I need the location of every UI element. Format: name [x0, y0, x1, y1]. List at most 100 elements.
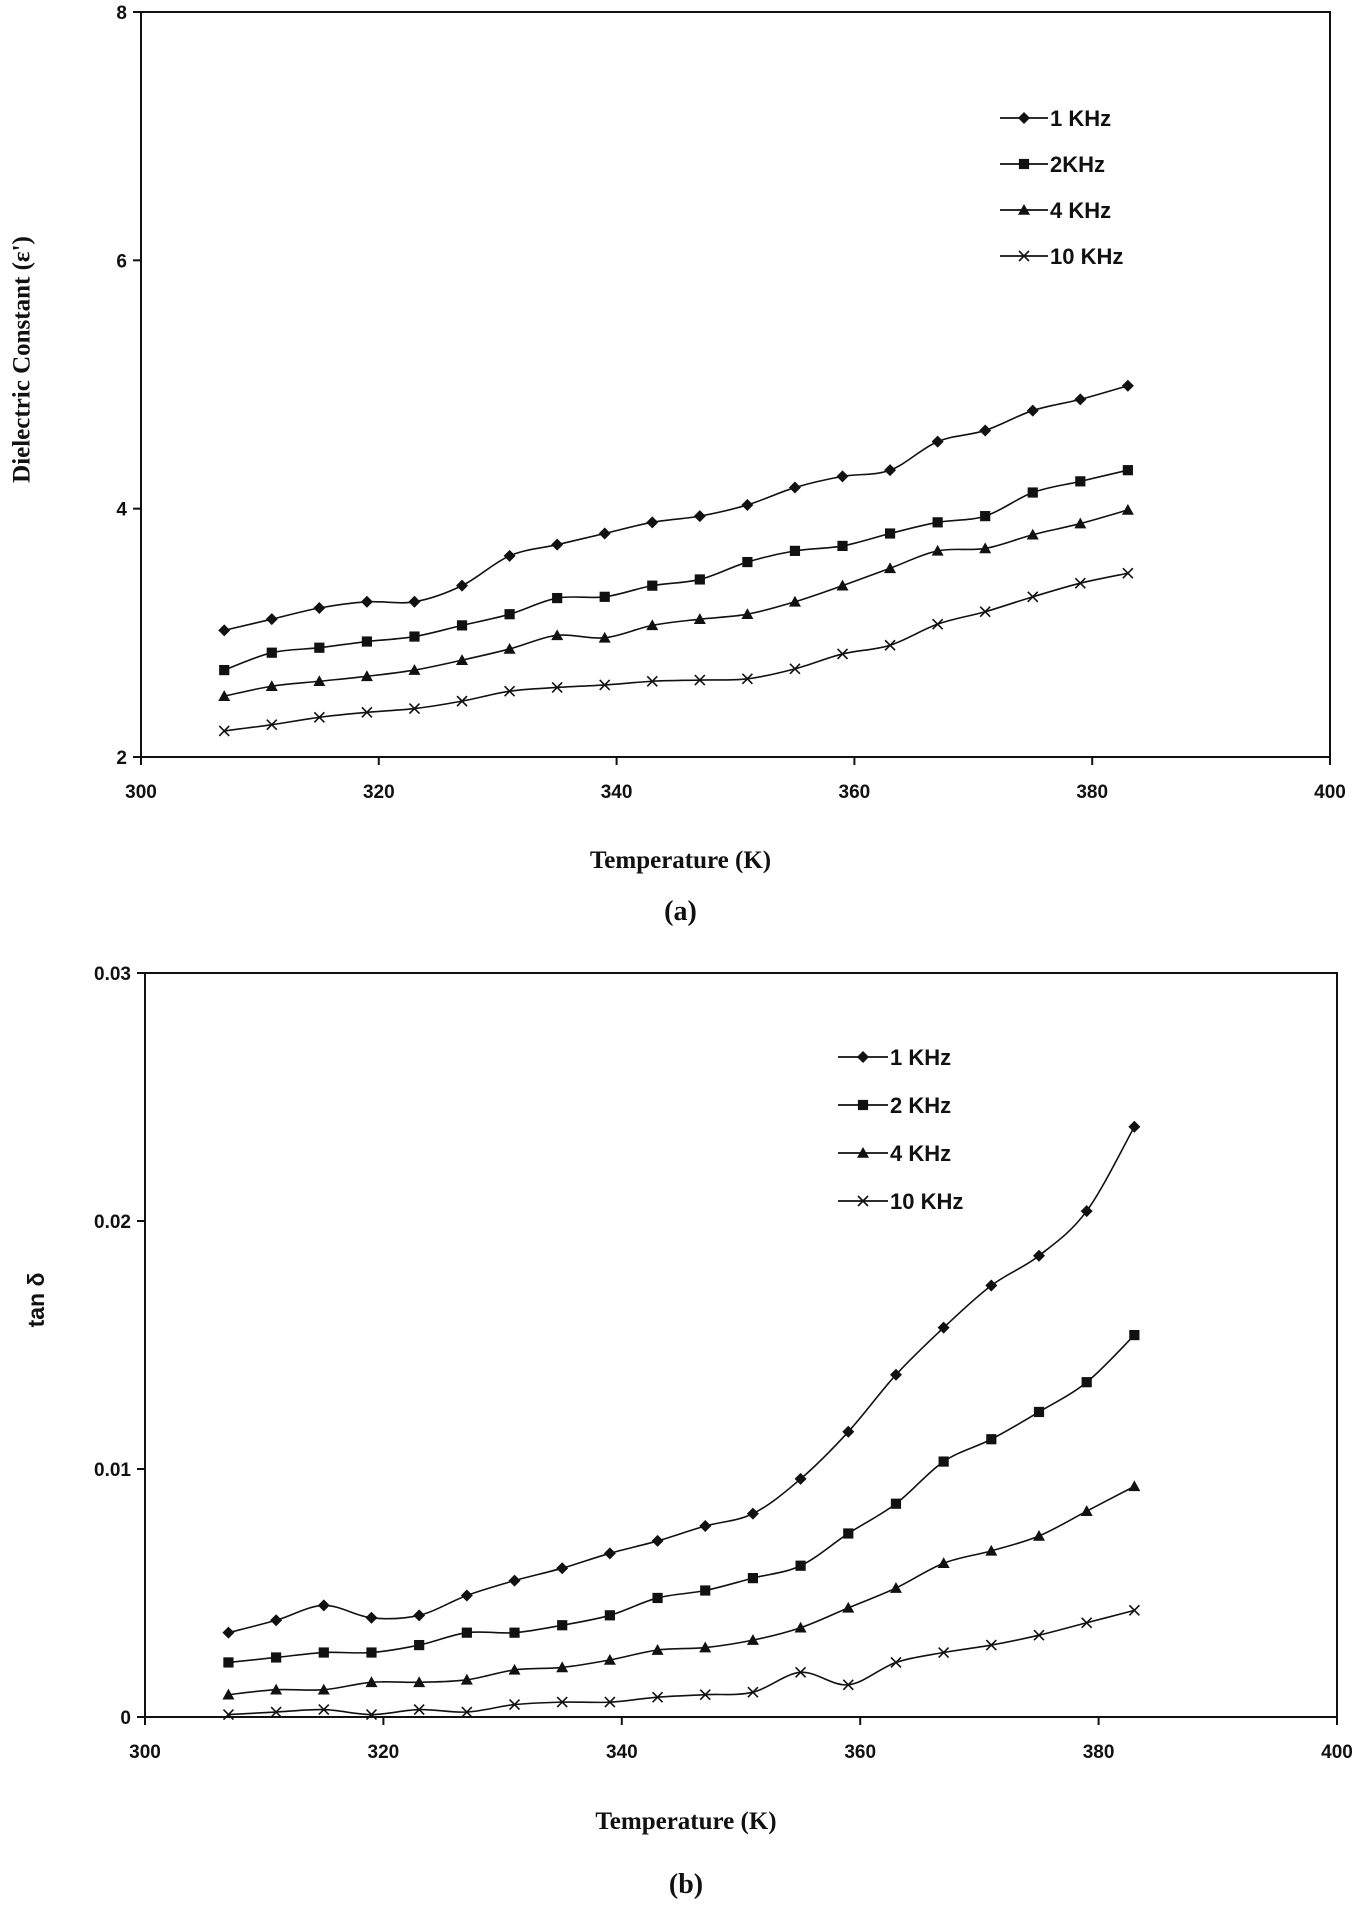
- data-point-marker: [1081, 1377, 1092, 1388]
- x-tick-label: 340: [606, 1742, 638, 1763]
- series-line: [228, 1334, 1135, 1664]
- data-point-marker: [504, 609, 515, 620]
- x-axis-title: Temperature (K): [590, 847, 771, 874]
- data-point-marker: [365, 1611, 378, 1624]
- data-point-marker: [1128, 1604, 1140, 1616]
- data-point-marker: [741, 498, 754, 511]
- data-point-marker: [693, 613, 706, 624]
- data-point-marker: [604, 1696, 616, 1708]
- data-point-marker: [699, 1641, 712, 1653]
- x-tick-label: 300: [129, 1742, 161, 1763]
- data-point-marker: [699, 1689, 711, 1701]
- data-point-marker: [1074, 577, 1086, 589]
- data-point-marker: [1129, 1329, 1140, 1341]
- y-tick-label: 2: [116, 748, 127, 769]
- data-point-marker: [313, 711, 325, 723]
- data-point-marker: [741, 608, 754, 620]
- data-point-marker: [842, 1425, 855, 1438]
- legend-marker: [857, 1051, 869, 1063]
- data-point-marker: [408, 664, 421, 675]
- data-point-marker: [1033, 1406, 1045, 1418]
- data-point-marker: [788, 595, 801, 607]
- data-point-marker: [504, 685, 516, 697]
- y-axis-title: tan δ: [23, 1273, 49, 1328]
- data-point-marker: [222, 1626, 235, 1639]
- legend-label: 4 KHz: [890, 1141, 951, 1166]
- legend-marker: [857, 1195, 869, 1207]
- data-point-marker: [456, 579, 469, 592]
- data-point-marker: [651, 1691, 664, 1703]
- data-point-marker: [890, 1498, 902, 1509]
- data-point-marker: [223, 1657, 234, 1668]
- data-point-marker: [884, 562, 897, 574]
- data-point-marker: [456, 695, 468, 707]
- data-point-marker: [884, 464, 897, 477]
- y-tick-label: 4: [116, 500, 127, 521]
- data-point-marker: [414, 1639, 425, 1651]
- data-point-marker: [413, 1609, 426, 1622]
- legend-marker: [1018, 112, 1030, 124]
- data-point-marker: [843, 1528, 854, 1539]
- data-point-marker: [361, 706, 373, 718]
- data-point-marker: [318, 1647, 329, 1658]
- data-point-marker: [1026, 404, 1039, 417]
- legend-marker: [1018, 204, 1030, 215]
- data-point-marker: [1121, 379, 1134, 392]
- y-tick-label: 0.02: [94, 1212, 131, 1233]
- data-point-marker: [219, 664, 230, 676]
- data-point-marker: [794, 1621, 807, 1633]
- y-tick-label: 6: [116, 251, 127, 272]
- y-tick-label: 0.01: [94, 1460, 131, 1481]
- data-point-marker: [932, 618, 944, 630]
- data-point-marker: [931, 435, 944, 448]
- data-point-marker: [884, 639, 896, 651]
- data-point-marker: [222, 1688, 235, 1700]
- legend-entry: 1 KHz: [1000, 106, 1111, 131]
- data-point-marker: [503, 549, 516, 562]
- data-point-marker: [741, 673, 753, 685]
- data-point-marker: [551, 629, 564, 641]
- data-point-marker: [884, 528, 896, 539]
- legend-label: 10 KHz: [890, 1189, 963, 1214]
- data-point-marker: [937, 1557, 950, 1569]
- data-point-marker: [266, 719, 278, 731]
- data-point-marker: [361, 636, 373, 647]
- data-point-marker: [1122, 567, 1134, 579]
- data-point-marker: [699, 1520, 712, 1533]
- data-point-marker: [557, 1620, 568, 1631]
- data-point-marker: [509, 1627, 520, 1638]
- data-point-marker: [938, 1646, 950, 1659]
- series-line: [223, 469, 1129, 671]
- data-point-marker: [413, 1703, 425, 1716]
- data-point-marker: [508, 1574, 521, 1587]
- data-point-marker: [647, 580, 658, 591]
- data-point-marker: [1081, 1617, 1093, 1629]
- data-point-marker: [700, 1585, 711, 1596]
- series-line: [228, 1485, 1135, 1696]
- data-point-marker: [270, 1706, 282, 1718]
- data-point-marker: [985, 1279, 998, 1292]
- data-point-marker: [599, 591, 610, 602]
- data-point-marker: [508, 1663, 521, 1675]
- data-point-marker: [652, 1592, 663, 1604]
- data-point-marker: [599, 679, 611, 691]
- data-point-marker: [270, 1614, 283, 1627]
- data-point-marker: [1080, 1505, 1093, 1516]
- data-point-marker: [1128, 1120, 1141, 1133]
- data-point-marker: [794, 1472, 807, 1485]
- data-point-marker: [1075, 476, 1086, 487]
- data-point-marker: [314, 642, 325, 653]
- data-point-marker: [318, 1703, 330, 1716]
- x-tick-label: 380: [1076, 782, 1108, 803]
- data-point-marker: [889, 1368, 902, 1381]
- panel-label: (b): [669, 1869, 703, 1900]
- legend-entry: 10 KHz: [1000, 244, 1123, 269]
- data-point-marker: [603, 1653, 616, 1665]
- data-point-marker: [271, 1652, 282, 1663]
- x-tick-label: 320: [368, 1742, 400, 1763]
- data-point-marker: [789, 545, 801, 556]
- data-point-marker: [270, 1683, 283, 1695]
- data-point-marker: [409, 631, 420, 642]
- data-point-marker: [1121, 503, 1134, 515]
